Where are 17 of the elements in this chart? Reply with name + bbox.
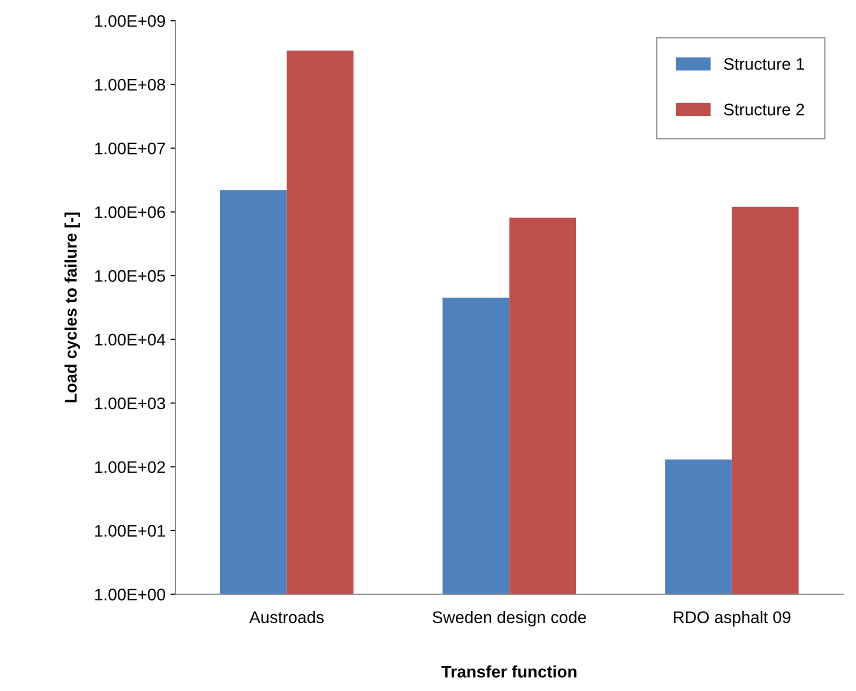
- y-tick-label: 1.00E+08: [95, 78, 166, 91]
- y-tick-label: 1.00E+09: [95, 15, 165, 27]
- legend-label: Structure 1: [724, 58, 804, 70]
- y-tick-label: 1.00E+01: [95, 524, 165, 537]
- legend-label: Structure 2: [724, 104, 804, 116]
- y-tick-label: 1.00E+02: [95, 461, 165, 474]
- x-tick-label: RDO asphalt 09: [674, 610, 790, 626]
- x-axis-title: Transfer function: [441, 665, 576, 678]
- y-tick-label: 1.00E+03: [95, 397, 166, 410]
- y-tick-label: 1.00E+06: [95, 206, 166, 218]
- y-tick-label: 1.00E+07: [95, 142, 165, 154]
- y-tick-label: 1.00E+04: [95, 334, 166, 346]
- x-tick-label: Sweden design code: [432, 610, 586, 626]
- y-tick-label: 1.00E+00: [95, 588, 166, 600]
- y-axis-title: Load cycles to failure [-]: [64, 212, 80, 402]
- x-tick-label: Austroads: [249, 610, 324, 624]
- y-tick-label: 1.00E+05: [95, 270, 166, 282]
